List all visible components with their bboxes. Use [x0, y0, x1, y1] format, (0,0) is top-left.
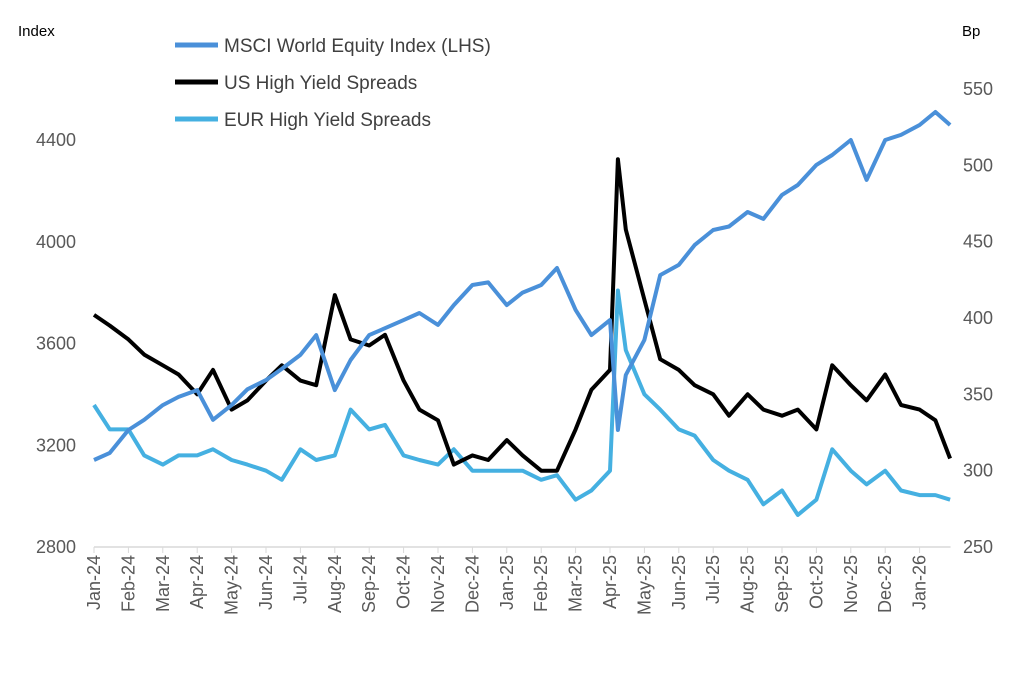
legend-label-msci: MSCI World Equity Index (LHS) [224, 36, 491, 57]
right-tick-label: 500 [963, 155, 993, 175]
series-line-us-hy [92, 157, 952, 473]
left-tick-label: 4000 [36, 232, 76, 252]
right-tick-label: 350 [963, 384, 993, 404]
right-tick-label: 250 [963, 537, 993, 557]
x-tick-label: May-25 [634, 555, 654, 615]
x-tick-label: Oct-25 [806, 555, 826, 609]
right-tick-label: 400 [963, 308, 993, 328]
x-tick-label: Dec-24 [462, 555, 482, 613]
x-tick-label: Oct-24 [394, 555, 414, 609]
x-tick-label: Sep-25 [772, 555, 792, 613]
left-tick-label: 4400 [36, 130, 76, 150]
left-tick-label: 2800 [36, 537, 76, 557]
series-line-msci [93, 110, 952, 462]
x-tick-label: Apr-24 [187, 555, 207, 609]
x-tick-label: Jul-25 [703, 555, 723, 604]
x-tick-label: Mar-24 [153, 555, 173, 612]
left-tick-label: 3200 [36, 435, 76, 455]
right-axis-label: Bp [962, 23, 980, 40]
x-tick-label: Jan-26 [910, 555, 930, 610]
legend-label-eur-hy: EUR High Yield Spreads [224, 110, 431, 131]
x-tick-label: Nov-24 [428, 555, 448, 613]
x-tick-label: Mar-25 [566, 555, 586, 612]
x-tick-label: Apr-25 [600, 555, 620, 609]
right-tick-label: 550 [963, 79, 993, 99]
x-tick-label: Aug-24 [325, 555, 345, 613]
x-tick-label: Jun-25 [669, 555, 689, 610]
left-axis-label: Index [18, 23, 55, 40]
x-tick-label: Feb-24 [118, 555, 138, 612]
x-tick-label: Jul-24 [290, 555, 310, 604]
x-tick-label: May-24 [222, 555, 242, 615]
legend: MSCI World Equity Index (LHS) US High Yi… [175, 36, 491, 131]
right-tick-label: 450 [963, 232, 993, 252]
x-tick-label: Feb-25 [531, 555, 551, 612]
series-line-eur-hy [92, 288, 951, 517]
x-tick-label: Nov-25 [841, 555, 861, 613]
x-tick-label: Jun-24 [256, 555, 276, 610]
legend-label-us-hy: US High Yield Spreads [224, 73, 417, 94]
x-tick-label: Aug-25 [738, 555, 758, 613]
left-tick-label: 3600 [36, 334, 76, 354]
x-tick-label: Jan-24 [84, 555, 104, 610]
right-tick-label: 300 [963, 461, 993, 481]
x-tick-label: Jan-25 [497, 555, 517, 610]
x-tick-label: Dec-25 [875, 555, 895, 613]
x-tick-label: Sep-24 [359, 555, 379, 613]
